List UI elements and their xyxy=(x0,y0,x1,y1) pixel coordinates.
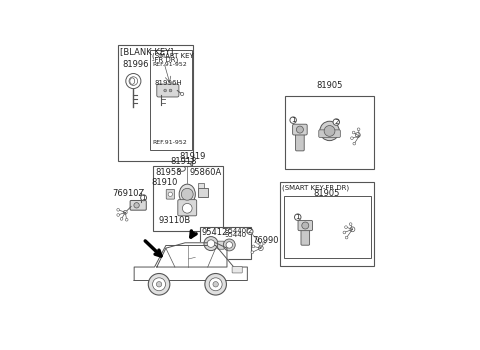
Bar xyxy=(153,166,223,231)
Circle shape xyxy=(126,74,141,89)
Circle shape xyxy=(190,163,193,166)
Circle shape xyxy=(117,209,120,211)
Text: (SMART KEY: (SMART KEY xyxy=(153,52,194,59)
Circle shape xyxy=(213,282,218,287)
Circle shape xyxy=(350,227,355,232)
Text: 1: 1 xyxy=(141,195,146,201)
Circle shape xyxy=(352,131,355,134)
Circle shape xyxy=(263,241,265,244)
Text: 1: 1 xyxy=(291,117,295,123)
Circle shape xyxy=(223,239,235,251)
Circle shape xyxy=(156,282,162,287)
FancyBboxPatch shape xyxy=(157,84,179,97)
Ellipse shape xyxy=(130,78,135,84)
Circle shape xyxy=(129,77,138,85)
Circle shape xyxy=(296,126,303,133)
Circle shape xyxy=(164,89,167,92)
Text: 2: 2 xyxy=(334,119,338,125)
Bar xyxy=(285,96,374,169)
Circle shape xyxy=(252,245,255,248)
FancyBboxPatch shape xyxy=(130,201,146,210)
FancyBboxPatch shape xyxy=(166,189,175,199)
Ellipse shape xyxy=(179,184,195,204)
Text: 95412: 95412 xyxy=(202,228,228,237)
Circle shape xyxy=(353,142,356,145)
Circle shape xyxy=(169,89,172,92)
Circle shape xyxy=(343,231,346,234)
Circle shape xyxy=(349,223,352,225)
Circle shape xyxy=(251,251,253,253)
Text: REF.91-952: REF.91-952 xyxy=(153,62,187,66)
Circle shape xyxy=(247,229,253,235)
Circle shape xyxy=(180,92,184,96)
Text: 2: 2 xyxy=(248,229,252,235)
Bar xyxy=(284,196,372,258)
Circle shape xyxy=(209,278,222,291)
FancyBboxPatch shape xyxy=(218,241,224,249)
Circle shape xyxy=(207,240,215,247)
Text: 81958: 81958 xyxy=(156,168,182,177)
FancyBboxPatch shape xyxy=(178,199,197,216)
Circle shape xyxy=(120,218,123,220)
Text: 81905: 81905 xyxy=(316,81,343,90)
Circle shape xyxy=(168,192,172,196)
Circle shape xyxy=(345,236,348,239)
Circle shape xyxy=(258,246,263,251)
Circle shape xyxy=(257,241,259,244)
Text: 95860A: 95860A xyxy=(190,168,222,177)
Circle shape xyxy=(226,242,232,248)
Circle shape xyxy=(204,237,218,251)
Circle shape xyxy=(148,273,170,295)
Circle shape xyxy=(295,214,301,220)
Bar xyxy=(198,183,204,188)
FancyBboxPatch shape xyxy=(301,227,310,245)
Circle shape xyxy=(141,195,146,201)
Text: 81905: 81905 xyxy=(313,189,340,198)
Circle shape xyxy=(181,188,193,200)
Bar xyxy=(150,50,192,150)
Text: 95440B: 95440B xyxy=(225,228,252,234)
Polygon shape xyxy=(157,243,227,267)
Polygon shape xyxy=(134,245,247,280)
Bar xyxy=(198,188,208,197)
Text: 76910Z: 76910Z xyxy=(113,189,145,198)
Circle shape xyxy=(345,226,348,229)
Circle shape xyxy=(333,119,339,125)
Circle shape xyxy=(324,126,335,136)
Circle shape xyxy=(290,117,296,124)
Circle shape xyxy=(153,278,166,291)
Text: 93110B: 93110B xyxy=(158,216,191,225)
FancyBboxPatch shape xyxy=(293,124,307,135)
Circle shape xyxy=(117,214,120,216)
Text: 81918: 81918 xyxy=(170,157,196,166)
Text: 76990: 76990 xyxy=(253,236,279,245)
Text: 1: 1 xyxy=(296,214,300,220)
Text: (SMART KEY-FR DR): (SMART KEY-FR DR) xyxy=(282,184,349,191)
Circle shape xyxy=(350,137,353,140)
Circle shape xyxy=(182,203,192,213)
Bar xyxy=(200,226,252,259)
Text: [BLANK KEY]: [BLANK KEY] xyxy=(120,47,173,56)
Text: 81919: 81919 xyxy=(179,152,205,161)
Bar xyxy=(280,182,374,266)
Bar xyxy=(118,45,193,161)
Text: 81910: 81910 xyxy=(152,178,178,187)
Circle shape xyxy=(302,222,309,229)
Text: -FR DR): -FR DR) xyxy=(153,57,179,63)
FancyBboxPatch shape xyxy=(298,220,312,231)
Circle shape xyxy=(357,128,360,131)
FancyBboxPatch shape xyxy=(232,266,242,273)
Text: 81996: 81996 xyxy=(122,60,148,69)
Text: 81996H: 81996H xyxy=(155,80,182,86)
Circle shape xyxy=(205,273,227,295)
Circle shape xyxy=(134,203,139,208)
Circle shape xyxy=(355,133,360,138)
FancyBboxPatch shape xyxy=(296,131,304,151)
Circle shape xyxy=(123,210,127,214)
FancyBboxPatch shape xyxy=(319,130,340,138)
Text: 95440: 95440 xyxy=(225,232,247,238)
Circle shape xyxy=(320,121,339,141)
Circle shape xyxy=(125,218,128,221)
Text: REF.91-952: REF.91-952 xyxy=(153,140,187,145)
